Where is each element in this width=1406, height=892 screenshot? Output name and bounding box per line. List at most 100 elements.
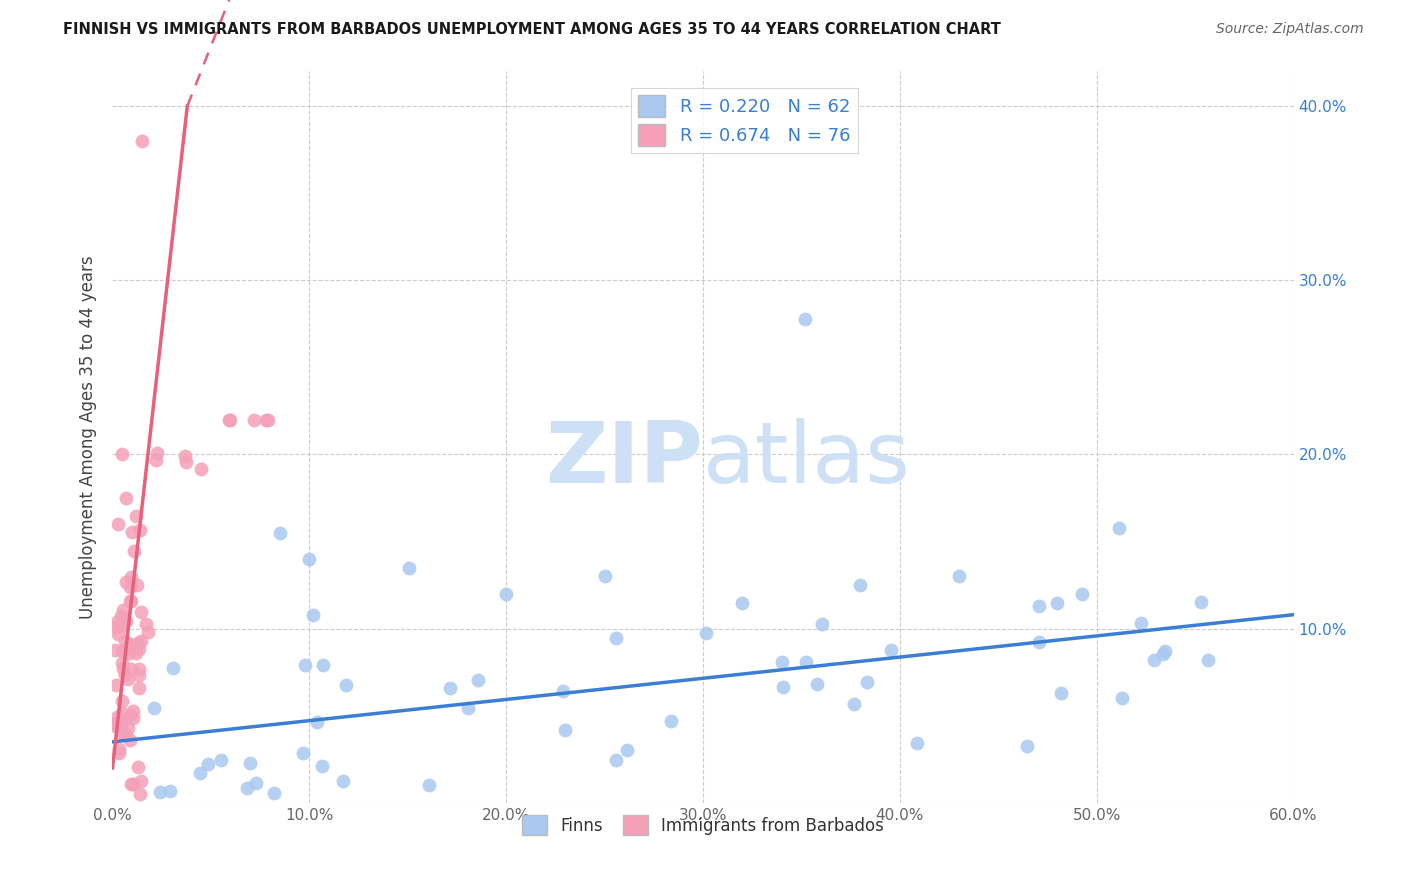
Point — [1050, 686, 1073, 700]
Point — [770, 655, 793, 669]
Point — [105, 716, 128, 731]
Point — [842, 697, 865, 711]
Point — [118, 640, 141, 654]
Point — [115, 728, 138, 742]
Point — [115, 574, 138, 589]
Point — [605, 753, 627, 767]
Point — [118, 733, 141, 747]
Point — [110, 619, 132, 633]
Point — [129, 774, 152, 789]
Point — [245, 776, 267, 790]
Point — [772, 680, 794, 694]
Point — [105, 615, 128, 630]
Point — [1046, 595, 1069, 609]
Point — [257, 412, 280, 426]
Point — [1070, 587, 1092, 601]
Point — [159, 784, 181, 798]
Point — [907, 735, 929, 749]
Point — [128, 662, 150, 676]
Point — [173, 449, 195, 463]
Point — [197, 757, 219, 772]
Point — [849, 578, 872, 592]
Point — [108, 747, 131, 761]
Point — [125, 578, 148, 592]
Point — [108, 717, 131, 731]
Point — [1153, 644, 1175, 658]
Point — [1189, 595, 1212, 609]
Point — [128, 681, 150, 695]
Point — [1111, 691, 1133, 706]
Point — [111, 694, 134, 708]
Point — [236, 781, 259, 796]
Point — [659, 714, 682, 729]
Point — [810, 616, 832, 631]
Point — [298, 552, 321, 566]
Point — [129, 787, 152, 801]
Point — [120, 594, 142, 608]
Point — [120, 777, 142, 791]
Point — [118, 708, 141, 723]
Point — [135, 616, 157, 631]
Point — [105, 715, 128, 730]
Point — [695, 626, 717, 640]
Point — [174, 455, 197, 469]
Point — [269, 525, 291, 540]
Point — [120, 569, 142, 583]
Point — [335, 678, 357, 692]
Point — [794, 655, 817, 669]
Point — [120, 662, 142, 676]
Point — [105, 721, 128, 735]
Point — [128, 668, 150, 682]
Point — [731, 595, 754, 609]
Point — [114, 633, 136, 648]
Point — [1028, 635, 1050, 649]
Point — [107, 517, 129, 532]
Point — [162, 661, 184, 675]
Point — [118, 580, 141, 594]
Point — [111, 662, 134, 676]
Point — [332, 774, 354, 789]
Point — [136, 625, 159, 640]
Point — [254, 412, 277, 426]
Point — [111, 706, 134, 720]
Point — [188, 766, 211, 780]
Point — [495, 587, 517, 601]
Point — [146, 446, 169, 460]
Point — [307, 715, 329, 730]
Point — [111, 448, 134, 462]
Point — [131, 134, 153, 148]
Point — [439, 681, 461, 695]
Text: FINNISH VS IMMIGRANTS FROM BARBADOS UNEMPLOYMENT AMONG AGES 35 TO 44 YEARS CORRE: FINNISH VS IMMIGRANTS FROM BARBADOS UNEM… — [63, 22, 1001, 37]
Point — [128, 523, 150, 537]
Point — [311, 658, 333, 673]
Point — [121, 525, 143, 540]
Point — [117, 721, 139, 735]
Point — [122, 705, 145, 719]
Point — [263, 786, 285, 800]
Point — [880, 643, 903, 657]
Point — [794, 311, 817, 326]
Point — [806, 676, 828, 690]
Point — [149, 784, 172, 798]
Point — [131, 634, 153, 648]
Point — [190, 462, 212, 476]
Point — [117, 672, 139, 686]
Point — [111, 657, 134, 671]
Point — [209, 753, 232, 767]
Point — [142, 701, 165, 715]
Point — [104, 643, 127, 657]
Point — [1197, 653, 1219, 667]
Point — [118, 637, 141, 651]
Point — [457, 701, 479, 715]
Point — [294, 657, 316, 672]
Point — [105, 678, 128, 692]
Point — [122, 544, 145, 558]
Point — [418, 778, 440, 792]
Point — [112, 603, 135, 617]
Point — [128, 641, 150, 656]
Point — [118, 647, 141, 661]
Point — [110, 720, 132, 734]
Point — [398, 561, 420, 575]
Point — [1108, 521, 1130, 535]
Point — [127, 636, 149, 650]
